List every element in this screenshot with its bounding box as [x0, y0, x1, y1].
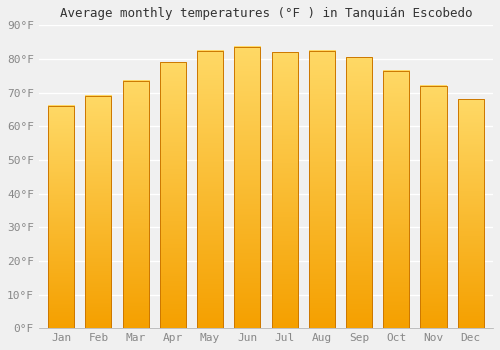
- Title: Average monthly temperatures (°F ) in Tanquián Escobedo: Average monthly temperatures (°F ) in Ta…: [60, 7, 472, 20]
